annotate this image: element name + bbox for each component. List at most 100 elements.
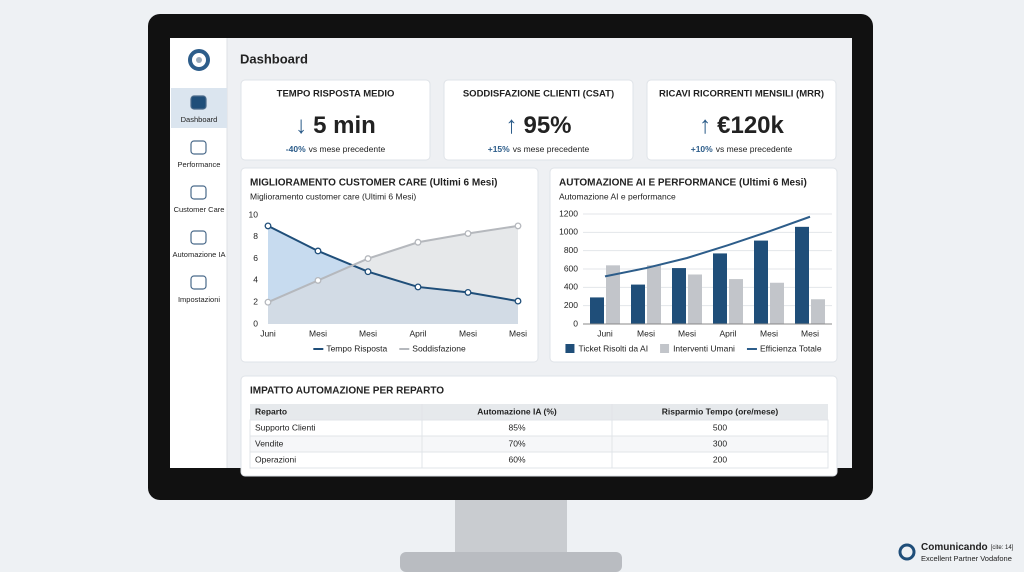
kpi-value: ↑ 95% <box>505 112 571 139</box>
kpi-title: TEMPO RISPOSTA MEDIO <box>277 89 395 100</box>
point <box>364 268 372 276</box>
legend-label: Interventi Umani <box>673 343 735 353</box>
point <box>264 222 272 230</box>
x-tick-label: Mesi <box>309 328 327 338</box>
x-tick-label: Mesi <box>760 328 778 338</box>
point <box>514 297 522 305</box>
legend-label: Efficienza Totale <box>760 343 822 353</box>
nav-label[interactable]: Impostazioni <box>178 295 220 304</box>
watermark-tagline: Excellent Partner Vodafone <box>921 554 1012 563</box>
screen-content: Dashboard Performance Customer Care Automaz… <box>171 51 838 477</box>
table-cell: 60% <box>508 454 525 464</box>
point <box>514 222 522 230</box>
x-tick-label: Mesi <box>459 328 477 338</box>
kpi-change-label: vs mese precedente <box>309 144 386 154</box>
y-tick-label: 10 <box>249 209 259 219</box>
kpi-change-label: vs mese precedente <box>513 144 590 154</box>
legend-swatch <box>660 344 670 353</box>
legend-swatch <box>565 344 575 353</box>
bar <box>770 282 784 324</box>
line <box>267 225 519 303</box>
kpi-card <box>646 79 837 161</box>
y-tick-label: 0 <box>253 318 258 328</box>
kpi-change-label: vs mese precedente <box>716 144 793 154</box>
watermark-name: Comunicando <box>921 542 988 553</box>
kpi-number: 5 min <box>313 112 376 139</box>
point <box>464 288 472 296</box>
point <box>414 238 422 246</box>
nav-icon <box>190 140 207 155</box>
x-tick-label: Juni <box>260 328 276 338</box>
watermark-cite: [cite: 14] <box>991 545 1014 551</box>
table-row <box>249 451 829 469</box>
point <box>314 247 322 255</box>
table-header-cell: Reparto <box>255 406 287 416</box>
y-tick-label: 4 <box>253 275 258 285</box>
chart-subtitle: Miglioramento customer care (Ultimi 6 Me… <box>250 191 416 201</box>
x-tick-label: Mesi <box>509 328 527 338</box>
bar <box>811 299 825 324</box>
y-tick-label: 800 <box>564 245 578 255</box>
kpi-title: SODDISFAZIONE CLIENTI (CSAT) <box>463 89 614 100</box>
x-tick-label: April <box>409 328 426 338</box>
nav-icon <box>190 185 207 200</box>
table-header-cell: Risparmio Tempo (ore/mese) <box>662 406 779 416</box>
line <box>267 224 519 304</box>
y-tick-label: 6 <box>253 253 258 263</box>
table-cell: Operazioni <box>255 454 296 464</box>
line <box>604 215 811 278</box>
monitor-base <box>400 552 622 572</box>
nav-label[interactable]: Dashboard <box>181 115 218 124</box>
kpi-arrow: ↑ <box>699 112 711 139</box>
bar <box>729 279 743 324</box>
nav-label[interactable]: Automazione IA <box>173 250 226 259</box>
y-tick-label: 400 <box>564 282 578 292</box>
legend-label: Ticket Risolti da AI <box>578 343 648 353</box>
kpi-value: ↓ 5 min <box>295 112 376 139</box>
x-tick-label: April <box>719 328 736 338</box>
legend: Ticket Risolti da AI Interventi Umani Effi… <box>565 343 822 353</box>
point <box>314 276 322 284</box>
watermark-brand: Comunicando [cite: 14] <box>921 542 1014 553</box>
logo-dot <box>196 57 202 63</box>
chart-title: MIGLIORAMENTO CUSTOMER CARE (Ultimi 6 Me… <box>250 178 497 189</box>
y-tick-label: 1200 <box>559 208 578 218</box>
point <box>264 298 272 306</box>
x-tick-label: Mesi <box>359 328 377 338</box>
kpi-card <box>240 79 431 161</box>
bar <box>606 265 620 324</box>
y-tick-label: 1000 <box>559 227 578 237</box>
table-header-cell: Automazione IA (%) <box>477 406 557 416</box>
bar <box>754 240 768 324</box>
table-cell: 300 <box>713 438 727 448</box>
kpi-arrow: ↓ <box>295 112 307 139</box>
bar <box>590 297 604 324</box>
kpi-number: 95% <box>523 112 571 139</box>
bar <box>672 268 686 324</box>
page-title: Dashboard <box>240 51 308 66</box>
y-tick-label: 0 <box>573 318 578 328</box>
table-cell: Vendite <box>255 438 284 448</box>
logo <box>188 49 210 71</box>
table-row <box>249 419 829 437</box>
y-tick-label: 2 <box>253 296 258 306</box>
table-cell: 500 <box>713 422 727 432</box>
bar <box>688 274 702 324</box>
bar <box>647 265 661 324</box>
nav-label[interactable]: Performance <box>178 160 221 169</box>
bar <box>631 284 645 324</box>
legend-label: Soddisfazione <box>412 343 466 353</box>
area <box>268 225 518 324</box>
chart-title: AUTOMAZIONE AI E PERFORMANCE (Ultimi 6 M… <box>559 178 807 189</box>
kpi-card <box>443 79 634 161</box>
point <box>364 255 372 263</box>
kpi-number: €120k <box>717 112 784 139</box>
chart-subtitle: Automazione AI e performance <box>559 191 676 201</box>
watermark-logo <box>898 543 916 561</box>
y-tick-label: 8 <box>253 231 258 241</box>
nav-label[interactable]: Customer Care <box>174 205 225 214</box>
kpi-change: +10% vs mese precedente <box>691 144 793 154</box>
kpi-change-value: +15% <box>488 144 510 154</box>
kpi-change: +15% vs mese precedente <box>488 144 590 154</box>
